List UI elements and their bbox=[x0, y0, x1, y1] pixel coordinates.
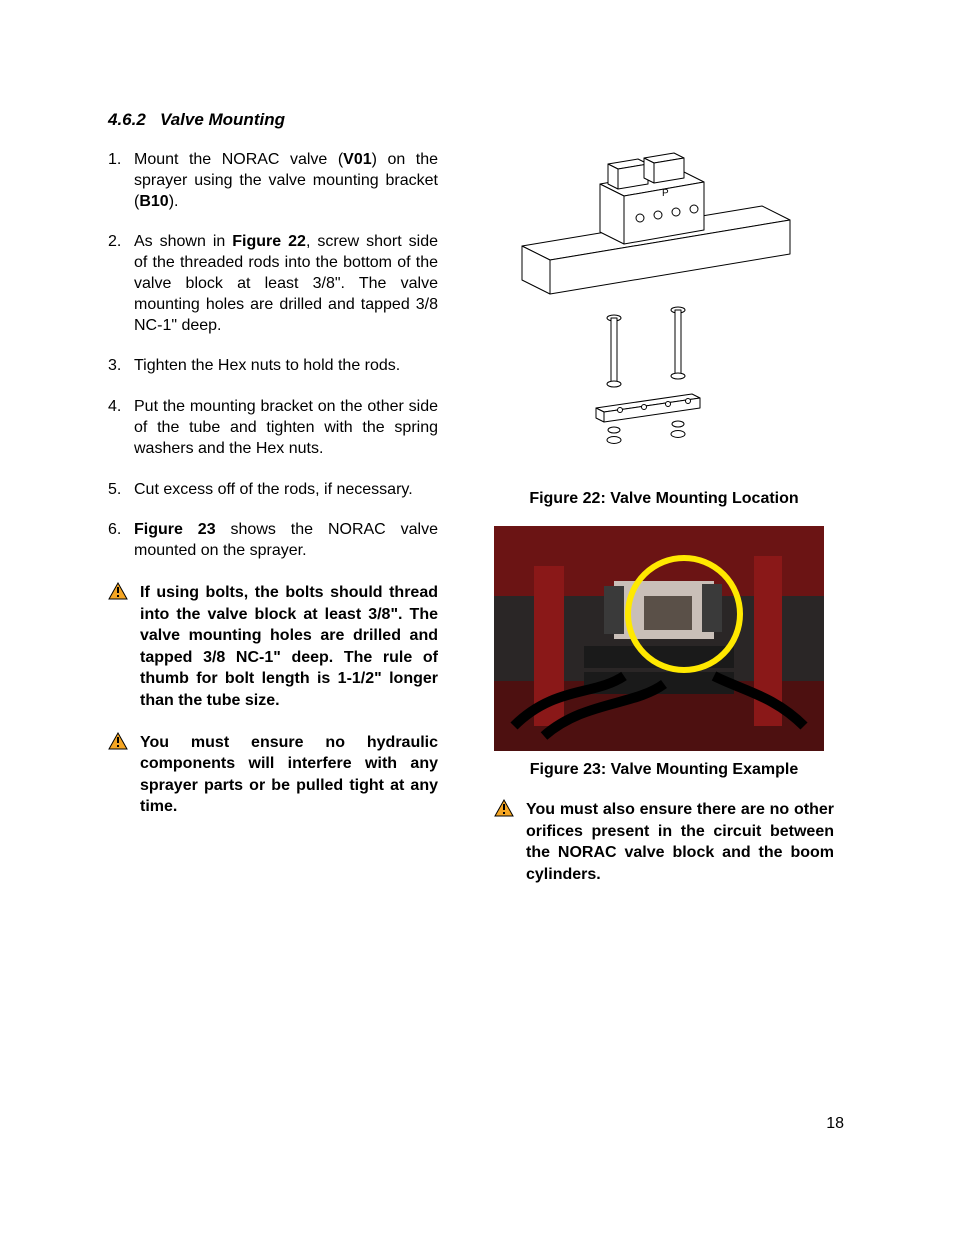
steps-list: Mount the NORAC valve (V01) on the spray… bbox=[108, 150, 438, 562]
svg-text:P: P bbox=[662, 188, 669, 199]
step-2: As shown in Figure 22, screw short side … bbox=[108, 232, 438, 336]
section-title: Valve Mounting bbox=[160, 110, 285, 129]
step-6: Figure 23 shows the NORAC valve mounted … bbox=[108, 520, 438, 562]
warning-3-text: You must also ensure there are no other … bbox=[526, 799, 834, 885]
figure-22-caption: Figure 22: Valve Mounting Location bbox=[494, 490, 834, 508]
step-3: Tighten the Hex nuts to hold the rods. bbox=[108, 356, 438, 377]
warning-icon bbox=[494, 799, 514, 817]
figure-23-caption: Figure 23: Valve Mounting Example bbox=[494, 761, 834, 779]
warning-icon bbox=[108, 732, 128, 750]
left-column: 4.6.2 Valve Mounting Mount the NORAC val… bbox=[108, 110, 438, 885]
warning-2-text: You must ensure no hydraulic components … bbox=[140, 732, 438, 818]
right-column: P bbox=[494, 110, 834, 885]
step-1: Mount the NORAC valve (V01) on the spray… bbox=[108, 150, 438, 212]
page-number: 18 bbox=[826, 1115, 844, 1133]
warning-1-text: If using bolts, the bolts should thread … bbox=[140, 582, 438, 712]
step-4: Put the mounting bracket on the other si… bbox=[108, 397, 438, 459]
step-5: Cut excess off of the rods, if necessary… bbox=[108, 480, 438, 501]
figure-22-diagram: P bbox=[494, 110, 824, 480]
figure-23-photo bbox=[494, 526, 824, 751]
warning-1: If using bolts, the bolts should thread … bbox=[108, 582, 438, 712]
warning-2: You must ensure no hydraulic components … bbox=[108, 732, 438, 818]
warning-3: You must also ensure there are no other … bbox=[494, 799, 834, 885]
section-number: 4.6.2 bbox=[108, 110, 146, 129]
warning-icon bbox=[108, 582, 128, 600]
section-heading: 4.6.2 Valve Mounting bbox=[108, 110, 438, 130]
